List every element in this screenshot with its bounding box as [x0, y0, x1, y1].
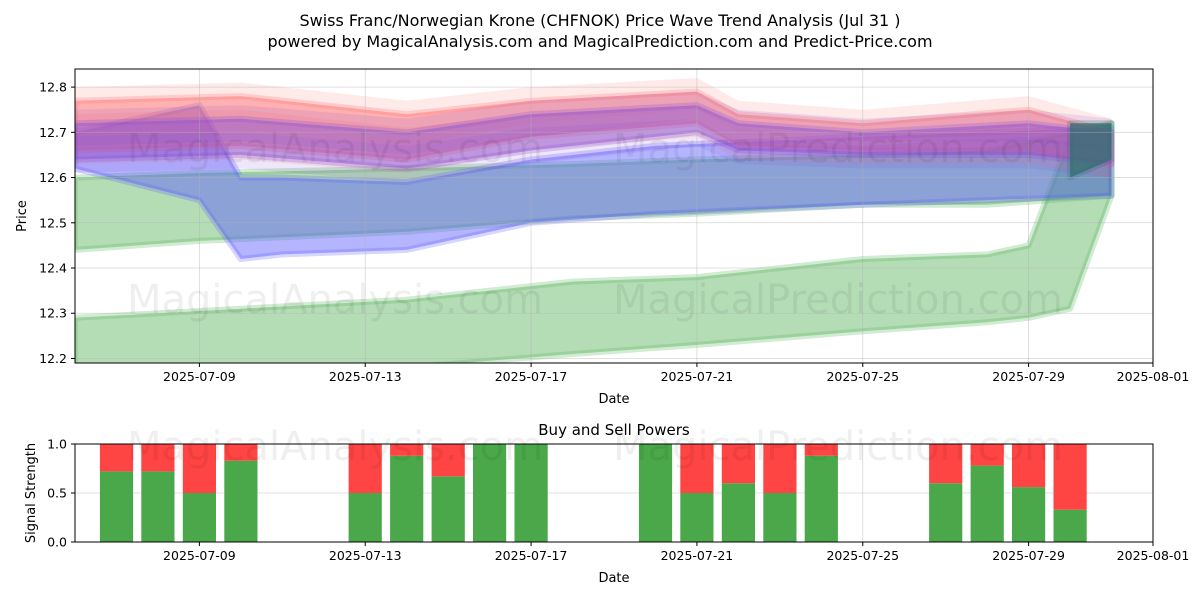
buy-bar [473, 444, 507, 542]
buy-bar [763, 493, 797, 542]
signal-x-tick-label: 2025-07-13 [329, 548, 402, 563]
price-band-5 [1067, 120, 1115, 181]
buy-bar [390, 455, 424, 542]
sell-bar [680, 444, 714, 493]
price-y-tick-label: 12.8 [39, 80, 67, 95]
sell-bar [99, 444, 134, 472]
sell-bar [721, 444, 755, 484]
buy-bar [970, 465, 1004, 542]
price-y-tick-label: 12.6 [39, 170, 67, 185]
signal-title: Buy and Sell Powers [538, 421, 690, 439]
price-x-tick-label: 2025-07-13 [329, 369, 402, 384]
signal-bars [99, 444, 1087, 542]
buy-bar [929, 483, 963, 542]
signal-x-tick-label: 2025-07-25 [826, 548, 899, 563]
price-x-tick-label: 2025-07-09 [163, 369, 236, 384]
buy-bar [514, 444, 548, 542]
sell-bar [141, 444, 175, 472]
signal-x-label: Date [598, 571, 629, 586]
price-band-4-echo-0 [75, 118, 1112, 183]
price-y-tick-label: 12.2 [39, 351, 67, 366]
signal-y-label: Signal Strength [24, 443, 39, 543]
price-ticks: 2025-07-09 2025-07-13 2025-07-17 2025-07-21… [39, 80, 1189, 384]
sell-bar [431, 444, 465, 477]
price-panel: MagicalAnalysis.com MagicalPrediction.co… [15, 68, 1189, 407]
sell-bar [804, 444, 838, 456]
sell-bar [1012, 444, 1046, 488]
watermark-top-right: MagicalPrediction.com [613, 126, 1063, 172]
buy-bar [99, 471, 134, 542]
price-band-4-echo-1 [75, 91, 1112, 155]
price-band-3-echo-0 [75, 105, 1112, 178]
price-band-layer [75, 78, 1115, 363]
sell-bar [224, 444, 258, 461]
price-plot-frame [74, 68, 1154, 364]
buy-bar [182, 493, 216, 542]
buy-bar [1053, 509, 1087, 542]
sell-bar [763, 444, 797, 493]
price-x-tick-label: 2025-07-25 [826, 369, 899, 384]
signal-y-tick-label: 1.0 [47, 437, 67, 452]
buy-bar [804, 455, 838, 542]
chart-title-line1: Swiss Franc/Norwegian Krone (CHFNOK) Pri… [299, 11, 900, 30]
price-y-tick-label: 12.3 [39, 306, 67, 321]
buy-bar [638, 444, 673, 542]
price-x-tick-label: 2025-07-17 [495, 369, 568, 384]
chart-title-line2: powered by MagicalAnalysis.com and Magic… [267, 32, 932, 51]
signal-x-tick-label: 2025-07-21 [661, 548, 734, 563]
buy-bar [680, 493, 714, 542]
sell-bar [970, 444, 1004, 466]
price-x-tick-label: 2025-07-21 [661, 369, 734, 384]
signal-x-tick-label: 2025-07-09 [163, 548, 236, 563]
watermark-mid-right: MagicalPrediction.com [613, 277, 1063, 323]
price-y-tick-label: 12.4 [39, 261, 67, 276]
price-y-label: Price [15, 200, 30, 232]
watermark-mid-left: MagicalAnalysis.com [127, 277, 543, 323]
watermark-bottom-right: MagicalPrediction.com [613, 424, 1063, 470]
price-y-tick-label: 12.5 [39, 215, 67, 230]
sell-bar [1053, 444, 1087, 510]
signal-x-tick-label: 2025-08-01 [1117, 548, 1190, 563]
sell-bar [348, 444, 382, 493]
signal-y-tick-label: 0.0 [47, 535, 67, 550]
buy-bar [1012, 487, 1046, 542]
signal-y-tick-label: 0.5 [47, 486, 67, 501]
price-x-label: Date [598, 392, 629, 407]
price-band-0 [75, 120, 1115, 363]
buy-bar [141, 471, 175, 542]
signal-x-tick-label: 2025-07-17 [495, 548, 568, 563]
price-y-tick-label: 12.7 [39, 125, 67, 140]
buy-bar [348, 493, 382, 542]
buy-bar [224, 460, 258, 542]
price-x-tick-label: 2025-08-01 [1117, 369, 1190, 384]
buy-bar [721, 483, 755, 542]
signal-panel: Buy and Sell Powers MagicalAnalysis.com … [24, 421, 1189, 586]
price-bands [75, 78, 1115, 363]
signal-x-tick-label: 2025-07-29 [992, 548, 1065, 563]
watermark-bottom-left: MagicalAnalysis.com [127, 424, 543, 470]
buy-bar [431, 476, 465, 542]
signal-ticks: 2025-07-09 2025-07-13 2025-07-17 2025-07-21… [47, 437, 1189, 564]
watermark-top-left: MagicalAnalysis.com [127, 126, 543, 172]
sell-bar [182, 444, 216, 493]
price-x-tick-label: 2025-07-29 [992, 369, 1065, 384]
sell-bar [929, 444, 963, 484]
price-band-1 [75, 120, 1115, 253]
sell-bar [390, 444, 424, 456]
